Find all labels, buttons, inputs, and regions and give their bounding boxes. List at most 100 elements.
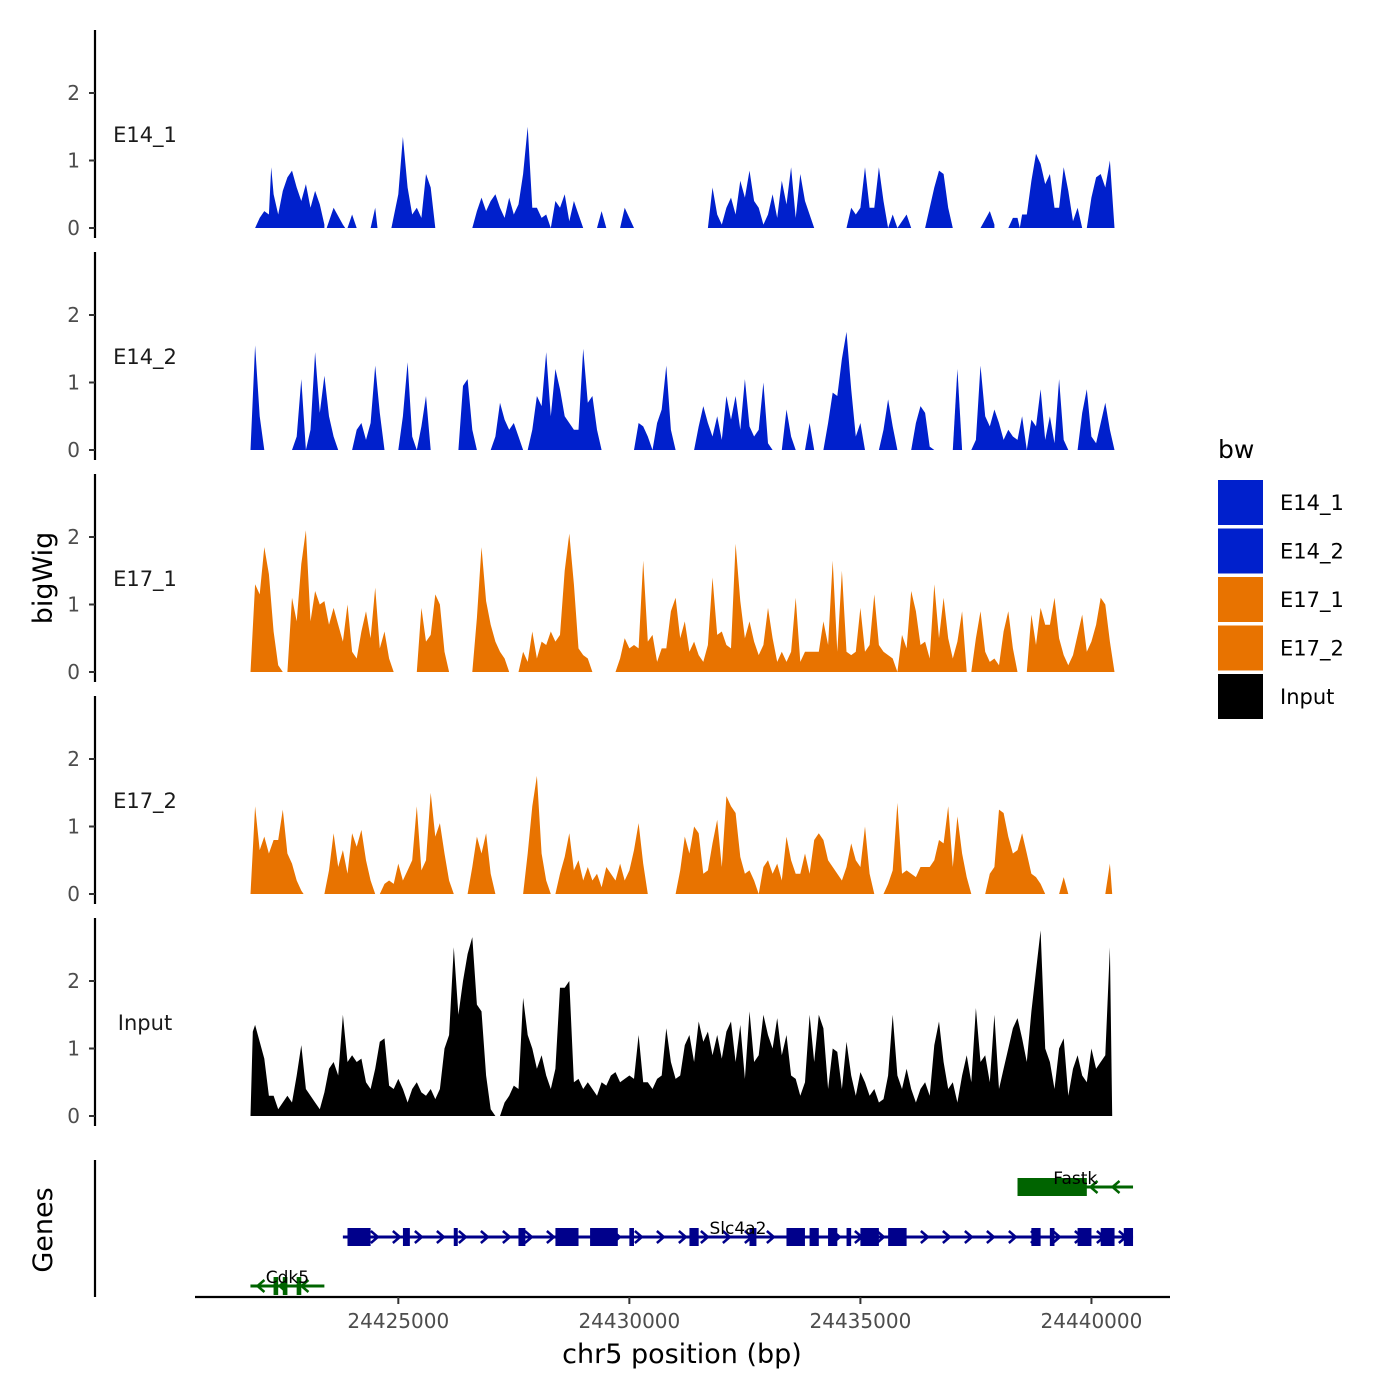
y-tick-label-e14-2-2: 2	[67, 303, 80, 327]
coverage-area-e14-2-12	[878, 399, 898, 450]
coverage-area-e17-1-3	[472, 547, 510, 672]
gene-label-fastk: Fastk	[1053, 1169, 1097, 1189]
y-tick-label-input-1: 1	[67, 1037, 80, 1061]
coverage-area-e14-2-2	[352, 365, 385, 450]
y-tick-label-e17-1-2: 2	[67, 525, 80, 549]
coverage-area-e14-2-4	[458, 379, 477, 450]
y-tick-label-e17-2-0: 0	[67, 882, 80, 906]
exon-cdk5-2	[296, 1277, 302, 1295]
track-label-e14-2: E14_2	[113, 345, 177, 370]
exon-slc4a2-1	[402, 1228, 410, 1246]
track-e17-1: 0 1 2 E17_1	[67, 474, 1115, 684]
gene-label-slc4a2: Slc4a2	[709, 1219, 766, 1239]
y-tick-label-e17-2-1: 1	[67, 815, 80, 839]
track-label-e14-1: E14_1	[113, 123, 177, 148]
track-label-input: Input	[118, 1011, 172, 1035]
coverage-area-e14-1-7	[707, 167, 815, 228]
legend-swatch-e17-2	[1218, 625, 1263, 671]
y-axis-title: bigWig	[28, 532, 59, 625]
coverage-area-e14-1-3	[472, 126, 551, 228]
coverage-area-e14-2-10	[805, 423, 815, 450]
exon-cdk5-0	[273, 1277, 279, 1295]
coverage-area-e14-2-15	[971, 365, 1027, 450]
exon-slc4a2-13	[860, 1228, 879, 1246]
strand-arrow-slc4a2-32	[1052, 1230, 1062, 1244]
exon-slc4a2-9	[786, 1228, 805, 1246]
coverage-area-e14-2-1	[292, 352, 339, 450]
gene-fastk: Fastk	[1017, 1169, 1134, 1196]
strand-arrow-slc4a2-28	[964, 1230, 974, 1244]
exon-slc4a2-3	[518, 1228, 526, 1246]
coverage-area-e17-2-8	[883, 802, 972, 894]
legend-label-e17-1: E17_1	[1280, 588, 1344, 613]
coverage-area-e14-2-9	[781, 409, 796, 450]
y-tick-label-e14-1-2: 2	[67, 81, 80, 105]
strand-arrow-slc4a2-26	[920, 1230, 930, 1244]
gene-annotation-track: Fastk Slc4a2 Cdk5	[93, 1160, 1134, 1297]
x-tick-label-1: 24430000	[578, 1309, 680, 1333]
coverage-area-e14-2-14	[952, 369, 963, 450]
coverage-area-e17-1-5	[615, 543, 898, 672]
y-tick-label-e17-1-1: 1	[67, 593, 80, 617]
gene-cdk5: Cdk5	[250, 1268, 325, 1295]
coverage-area-e17-2-3	[467, 833, 496, 894]
coverage-area-e17-2-9	[985, 809, 1046, 894]
exon-slc4a2-12	[846, 1228, 852, 1246]
track-e14-2: 0 1 2 E14_2	[67, 252, 1115, 462]
exon-slc4a2-17	[1077, 1228, 1092, 1246]
coverage-area-e14-1-12	[1086, 160, 1115, 228]
gene-slc4a2: Slc4a2	[342, 1219, 1134, 1246]
coverage-area-e17-2-1	[324, 829, 376, 894]
exon-slc4a2-10	[809, 1228, 819, 1246]
exon-fastk-0	[1017, 1178, 1087, 1196]
coverage-area-e14-1-0	[255, 167, 325, 228]
legend-label-input: Input	[1280, 685, 1334, 709]
strand-arrow-slc4a2-15	[678, 1230, 688, 1244]
coverage-area-e14-1-6	[620, 207, 634, 228]
exon-slc4a2-15	[1031, 1228, 1041, 1246]
legend-swatch-e14-1	[1218, 480, 1263, 525]
coverage-area-e14-2-6	[527, 348, 602, 450]
strand-arrow-slc4a2-30	[1008, 1230, 1018, 1244]
y-tick-label-e14-1-0: 0	[67, 216, 80, 240]
legend-label-e14-1: E14_1	[1280, 491, 1344, 516]
coverage-area-e17-2-4	[523, 775, 551, 894]
coverage-area-e17-2-11	[1105, 863, 1113, 894]
exon-slc4a2-6	[629, 1228, 634, 1246]
strand-arrow-slc4a2-2	[392, 1230, 402, 1244]
legend-title: bw	[1218, 435, 1254, 464]
coverage-area-e17-2-7	[758, 826, 875, 894]
strand-arrow-cdk5-0	[255, 1279, 266, 1293]
coverage-area-e14-1-8	[846, 167, 912, 228]
strand-arrow-slc4a2-14	[656, 1230, 666, 1244]
coverage-area-e17-2-2	[379, 792, 454, 894]
coverage-area-e14-1-2	[391, 136, 436, 228]
coverage-area-e17-1-2	[416, 594, 450, 672]
y-tick-label-e17-1-0: 0	[67, 660, 80, 684]
exon-slc4a2-5	[590, 1228, 618, 1246]
strand-arrow-slc4a2-7	[502, 1230, 512, 1244]
strand-arrow-slc4a2-1	[370, 1230, 380, 1244]
gene-label-cdk5: Cdk5	[266, 1268, 309, 1288]
exon-slc4a2-8	[749, 1228, 757, 1246]
exon-slc4a2-0	[347, 1228, 371, 1246]
strand-arrow-slc4a2-8	[524, 1230, 534, 1244]
y-tick-label-input-2: 2	[67, 969, 80, 993]
exon-slc4a2-4	[555, 1228, 579, 1246]
coverage-area-e14-2-13	[911, 406, 935, 450]
strand-arrow-slc4a2-16	[700, 1230, 710, 1244]
strand-arrow-cdk5-2	[299, 1279, 310, 1293]
legend: bw E14_1 E14_2 E17_1 E17_2 Input	[1218, 435, 1344, 719]
strand-arrow-slc4a2-6	[480, 1230, 490, 1244]
coverage-area-e14-2-3	[398, 362, 431, 450]
tracks-layer: 0 1 2 E14_1 0 1 2 E14_2 0 1 2 E17_1 0 1 2 E17_2 0 1 2 Input	[67, 30, 1115, 1128]
legend-swatch-input	[1218, 674, 1263, 719]
x-axis-title: chr5 position (bp)	[562, 1339, 802, 1370]
y-tick-label-e14-2-1: 1	[67, 371, 80, 395]
strand-arrow-slc4a2-13	[634, 1230, 644, 1244]
coverage-area-e14-1-10	[980, 211, 995, 228]
x-tick-label-3: 24440000	[1041, 1309, 1143, 1333]
exon-cdk5-1	[282, 1277, 288, 1295]
coverage-area-e14-1-1	[326, 207, 378, 228]
x-tick-label-2: 24435000	[810, 1309, 912, 1333]
